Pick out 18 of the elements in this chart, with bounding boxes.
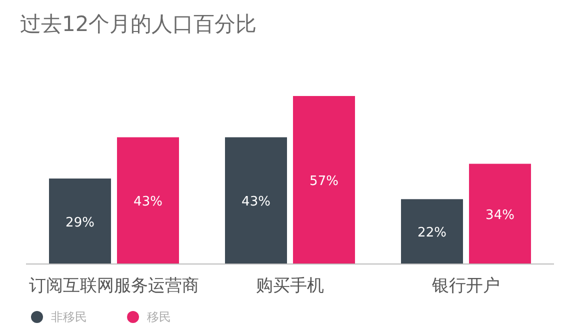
data-label: 43% [242,194,270,210]
legend-label: 非移民 [51,310,87,324]
x-tick-label: 银行开户 [431,276,500,296]
chart-title: 过去12个月的人口百分比 [20,12,257,36]
data-label: 29% [66,215,94,230]
bar [117,137,179,264]
data-label: 43% [134,194,162,210]
bar [469,164,531,264]
x-tick-label: 订阅互联网服务运营商 [29,276,199,296]
bar [49,178,111,264]
data-label: 34% [486,208,514,223]
bar [293,96,355,264]
x-tick-label: 购买手机 [256,276,324,296]
data-label: 57% [310,174,338,189]
data-label: 22% [418,226,446,241]
legend-label: 移民 [147,310,171,324]
bar [401,199,463,264]
bar [225,137,287,264]
